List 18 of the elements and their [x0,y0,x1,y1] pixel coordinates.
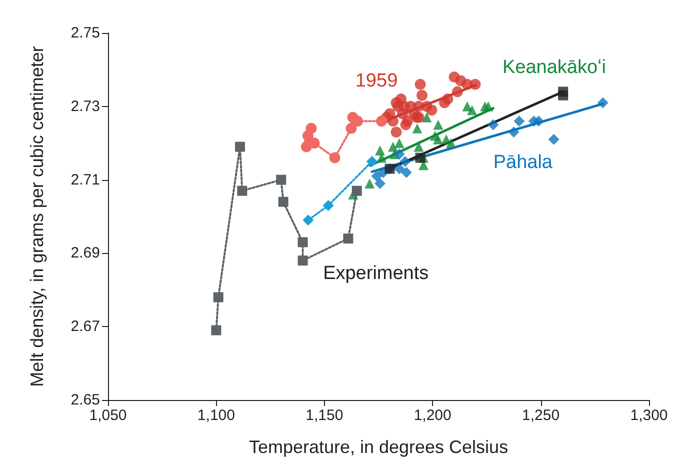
x-tick-label: 1,100 [197,407,235,424]
x-tick-label: 1,300 [630,407,668,424]
x-tick-label: 1,200 [414,407,452,424]
y-tick-label: 2.71 [70,171,100,188]
y-tick-label: 2.69 [70,244,100,262]
series-label: 1959 [355,70,398,92]
y-tick-label: 2.65 [70,392,100,408]
x-tick-label: 1,150 [306,407,344,424]
y-tick-label: 2.73 [70,98,100,115]
x-tick-label: 1,250 [522,407,560,424]
x-tick-label: 1,050 [89,407,127,424]
x-axis-title: Temperature, in degrees Celsius [248,437,508,457]
series-label: Pāhala [493,152,553,173]
series-label: Experiments [323,262,429,284]
y-axis-title: Melt density, in grams per cubic centimeter [27,46,47,387]
y-tick-label: 2.67 [70,318,100,336]
series-label: Keanakākoʻi [502,56,606,78]
y-tick-label: 2.75 [70,24,100,42]
